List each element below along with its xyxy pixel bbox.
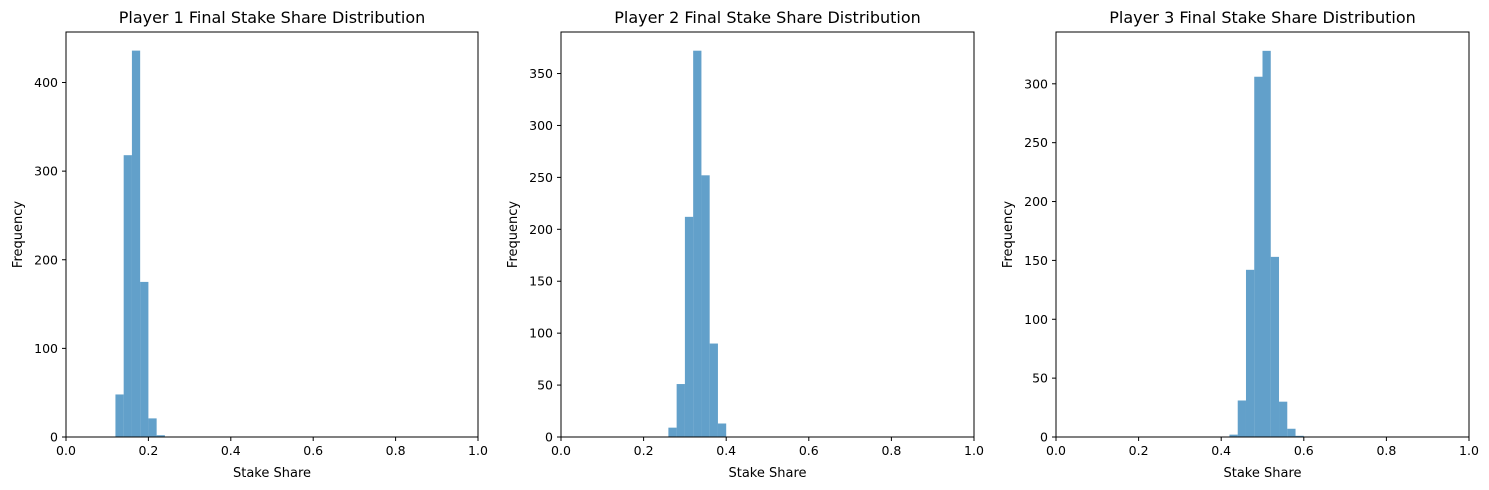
x-axis-label: Stake Share (728, 466, 806, 481)
y-tick-label: 300 (34, 164, 58, 179)
histogram-bar (676, 384, 685, 437)
y-tick-label: 350 (529, 66, 553, 81)
x-axis-label: Stake Share (1223, 466, 1301, 481)
y-axis-label: Frequency (11, 201, 26, 268)
histogram-bar (717, 423, 727, 437)
y-tick-label: 0 (1040, 430, 1048, 445)
y-tick-label: 0 (50, 430, 58, 445)
x-tick-label: 0.6 (303, 443, 323, 458)
y-tick-label: 250 (1024, 135, 1048, 150)
histogram-bar (140, 281, 149, 437)
x-tick-label: 0.0 (56, 443, 76, 458)
histogram-bar (123, 155, 132, 437)
y-tick-label: 50 (537, 378, 553, 393)
chart-title: Player 1 Final Stake Share Distribution (119, 8, 426, 27)
histogram-bar (1254, 76, 1263, 437)
x-tick-label: 0.4 (221, 443, 241, 458)
histogram-bar (148, 418, 157, 437)
x-tick-label: 0.8 (386, 443, 406, 458)
histogram-bar (1270, 256, 1280, 437)
y-tick-label: 200 (34, 252, 58, 267)
x-tick-label: 0.0 (1046, 443, 1066, 458)
y-axis-label: Frequency (506, 201, 521, 268)
histogram-bar (131, 50, 141, 437)
y-tick-label: 400 (34, 75, 58, 90)
y-tick-label: 100 (34, 341, 58, 356)
y-tick-label: 150 (1024, 253, 1048, 268)
histogram-bar (668, 427, 677, 437)
y-axis-label: Frequency (1001, 201, 1016, 268)
y-tick-label: 300 (529, 118, 553, 133)
y-tick-label: 200 (1024, 194, 1048, 209)
x-tick-label: 0.8 (881, 443, 901, 458)
chart-title: Player 3 Final Stake Share Distribution (1109, 8, 1416, 27)
x-tick-label: 0.6 (1294, 443, 1314, 458)
x-tick-label: 0.4 (1211, 443, 1231, 458)
axes-frame (560, 31, 975, 438)
y-tick-label: 100 (529, 326, 553, 341)
y-tick-label: 200 (529, 222, 553, 237)
x-axis-label: Stake Share (233, 466, 311, 481)
histogram-bar (684, 216, 694, 437)
y-tick-label: 300 (1024, 76, 1048, 91)
x-tick-label: 0.4 (716, 443, 736, 458)
y-tick-label: 50 (1032, 371, 1048, 386)
chart-panel-3: 0.0 0.2 0.4 0.6 0.8 1.0 0 50 100 150 200 250 300 Play… (1001, 8, 1479, 481)
histogram-bar (1245, 269, 1255, 437)
histogram-bar (693, 50, 702, 437)
chart-panel-1: 0.0 0.2 0.4 0.6 0.8 1.0 0 100 200 300 400 Player 1 … (11, 8, 488, 481)
histogram-bar (709, 343, 718, 437)
chart-panel-2: 0.0 0.2 0.4 0.6 0.8 1.0 0 50 100 150 200 250 300 350 P… (506, 8, 984, 481)
x-tick-label: 0.2 (1129, 443, 1149, 458)
chart-title: Player 2 Final Stake Share Distribution (614, 8, 921, 27)
histogram-bar (1262, 50, 1271, 437)
histogram-bar (1295, 435, 1304, 437)
histogram-bar (156, 435, 165, 437)
x-tick-label: 1.0 (468, 443, 488, 458)
x-tick-label: 0.8 (1376, 443, 1396, 458)
x-tick-label: 1.0 (964, 443, 984, 458)
histogram-bar (115, 394, 124, 437)
x-tick-label: 0.2 (138, 443, 158, 458)
y-tick-label: 100 (1024, 312, 1048, 327)
axes-frame (1055, 31, 1470, 438)
y-tick-label: 250 (529, 170, 553, 185)
x-tick-label: 1.0 (1459, 443, 1479, 458)
y-tick-label: 150 (529, 274, 553, 289)
x-tick-label: 0.0 (551, 443, 571, 458)
histogram-bar (701, 175, 710, 438)
x-tick-label: 0.6 (799, 443, 819, 458)
histogram-bar (1229, 434, 1238, 437)
y-tick-label: 0 (545, 430, 553, 445)
histogram-bar (1279, 401, 1288, 437)
x-tick-label: 0.2 (634, 443, 654, 458)
histogram-bar (1287, 428, 1296, 437)
axes-frame (65, 31, 479, 438)
histogram-bar (1237, 400, 1246, 437)
